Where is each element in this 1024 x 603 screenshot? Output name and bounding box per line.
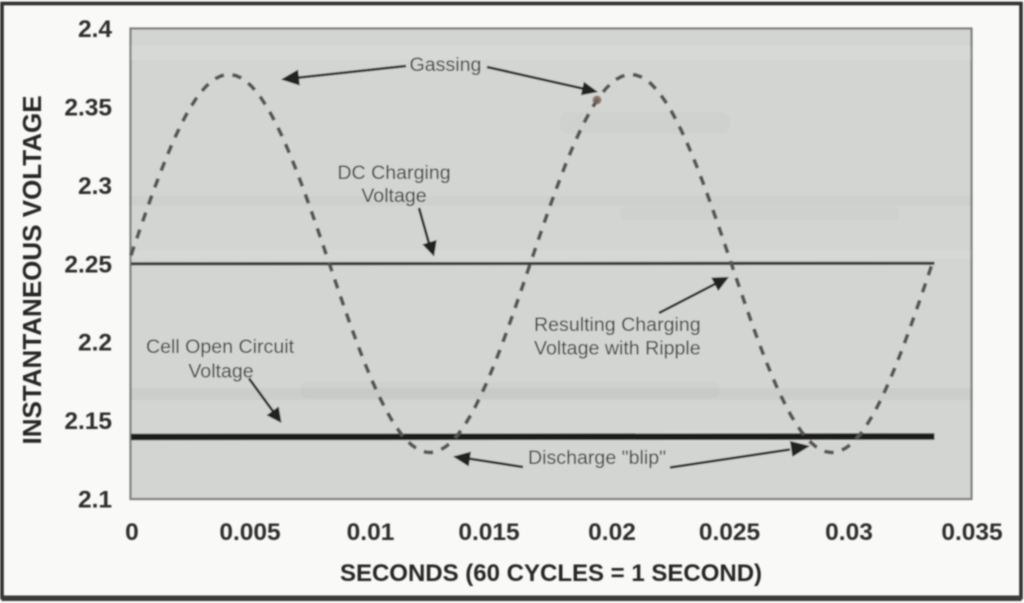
svg-text:Cell Open Circuit: Cell Open Circuit — [146, 336, 295, 358]
svg-text:0.03: 0.03 — [825, 519, 873, 546]
svg-text:INSTANTANEOUS VOLTAGE: INSTANTANEOUS VOLTAGE — [17, 95, 47, 444]
svg-text:2.25: 2.25 — [64, 251, 112, 278]
svg-text:2.4: 2.4 — [78, 16, 112, 43]
svg-text:0.005: 0.005 — [219, 519, 280, 546]
svg-text:0.02: 0.02 — [588, 519, 636, 546]
svg-text:0.015: 0.015 — [458, 519, 519, 546]
svg-text:Resulting Charging: Resulting Charging — [534, 314, 701, 336]
svg-text:Discharge "blip": Discharge "blip" — [528, 447, 666, 469]
svg-text:Voltage with Ripple: Voltage with Ripple — [534, 338, 701, 360]
svg-text:Gassing: Gassing — [410, 54, 482, 76]
svg-text:0.025: 0.025 — [699, 519, 760, 546]
svg-text:2.2: 2.2 — [78, 330, 112, 357]
svg-text:Voltage: Voltage — [361, 185, 426, 207]
svg-text:2.15: 2.15 — [64, 408, 112, 435]
svg-text:2.35: 2.35 — [64, 95, 112, 122]
svg-text:DC Charging: DC Charging — [337, 162, 450, 184]
svg-text:0.035: 0.035 — [941, 519, 1002, 546]
svg-text:Voltage: Voltage — [188, 361, 253, 383]
svg-text:2.3: 2.3 — [78, 173, 112, 200]
svg-text:0.01: 0.01 — [347, 519, 395, 546]
svg-text:0: 0 — [125, 519, 139, 546]
svg-text:SECONDS (60 CYCLES = 1 SECOND): SECONDS (60 CYCLES = 1 SECOND) — [340, 560, 762, 587]
svg-text:2.1: 2.1 — [78, 487, 112, 514]
